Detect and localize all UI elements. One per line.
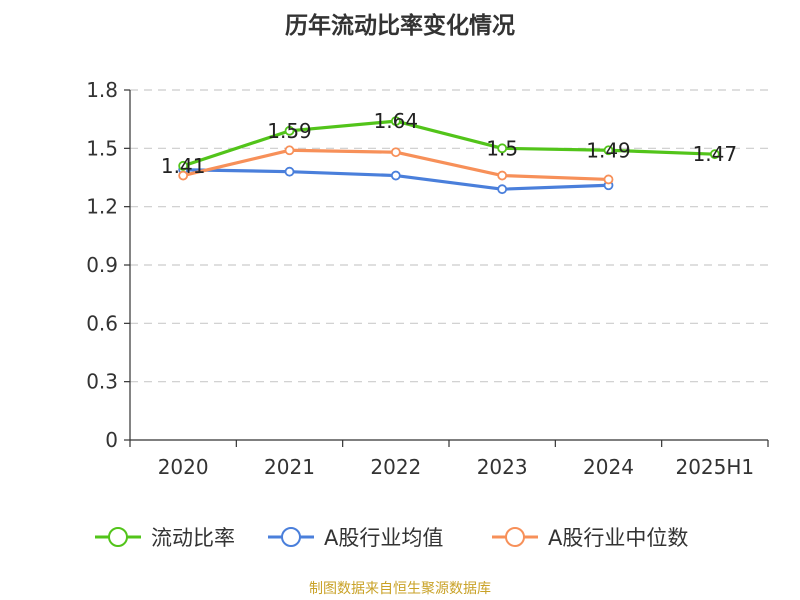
x-tick-label: 2023 <box>477 455 528 479</box>
x-tick-label: 2020 <box>158 455 209 479</box>
data-point <box>390 147 401 158</box>
data-point <box>603 145 614 156</box>
legend-marker <box>108 527 128 547</box>
x-tick-label: 2024 <box>583 455 634 479</box>
data-point <box>603 174 614 185</box>
x-tick-label: 2025H1 <box>675 455 754 479</box>
axes: 0 0.3 0.6 0.9 1.2 1.5 1.8 2020 2021 2022 2023 2024 2… <box>86 78 769 479</box>
data-label: 1.59 <box>267 119 312 143</box>
data-label: 1.5 <box>486 136 518 160</box>
data-point <box>497 170 508 181</box>
y-tick-label: 0 <box>105 428 118 452</box>
y-tick-label: 1.2 <box>86 195 118 219</box>
data-point <box>390 116 401 127</box>
data-point <box>709 149 720 160</box>
data-point <box>284 145 295 156</box>
data-labels: 1.41 1.59 1.64 1.5 1.49 1.47 <box>161 109 737 178</box>
y-tick-label: 0.9 <box>86 253 118 277</box>
legend-label: A股行业均值 <box>324 526 443 550</box>
y-tick-label: 0.3 <box>86 370 118 394</box>
y-tick-label: 0.6 <box>86 311 118 335</box>
x-tick-label: 2022 <box>370 455 421 479</box>
x-tick-label: 2021 <box>264 455 315 479</box>
data-label: 1.64 <box>374 109 419 133</box>
legend-marker <box>281 527 301 547</box>
data-point <box>497 143 508 154</box>
legend-label: A股行业中位数 <box>548 526 688 550</box>
y-tick-label: 1.5 <box>86 136 118 160</box>
legend-marker <box>505 527 525 547</box>
data-label: 1.49 <box>586 138 631 162</box>
data-point <box>178 160 189 171</box>
data-point <box>497 184 508 195</box>
legend-label: 流动比率 <box>151 526 235 550</box>
data-label: 1.47 <box>693 142 738 166</box>
data-point <box>178 170 189 181</box>
source-note: 制图数据来自恒生聚源数据库 <box>309 581 491 597</box>
data-label: 1.41 <box>161 154 206 178</box>
series-lines <box>178 116 720 195</box>
data-point <box>284 166 295 177</box>
data-point <box>284 125 295 136</box>
data-point <box>390 170 401 181</box>
legend: 流动比率 A股行业均值 A股行业中位数 <box>95 526 688 550</box>
chart-title: 历年流动比率变化情况 <box>285 13 515 39</box>
series-line <box>182 119 715 168</box>
y-tick-label: 1.8 <box>86 78 118 102</box>
